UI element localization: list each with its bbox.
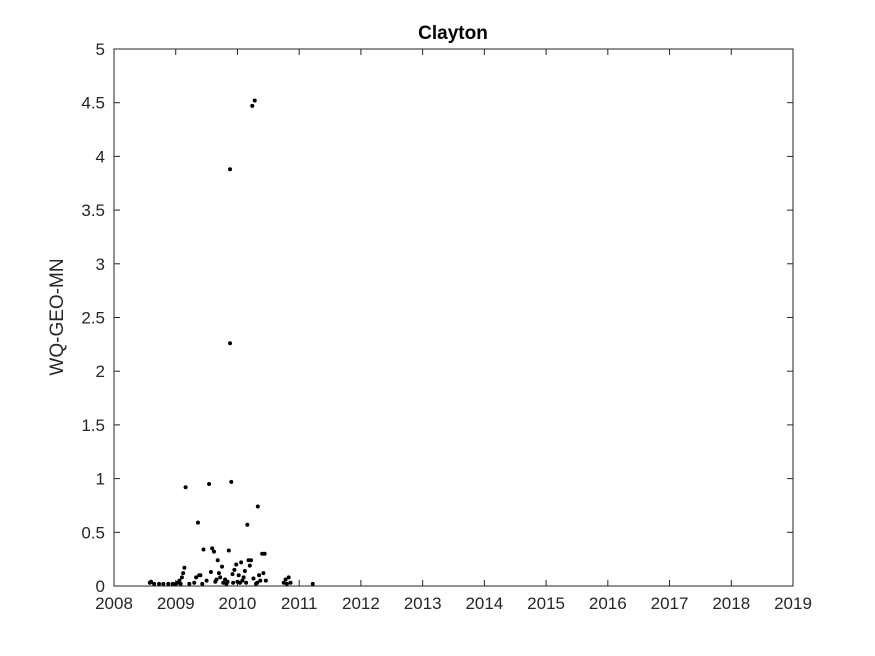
data-point — [231, 580, 236, 585]
data-point — [284, 581, 289, 586]
data-point — [236, 573, 241, 578]
y-axis-ticks: 0 0.5 1 1.5 2 2.5 3 3.5 4 4.5 5 — [81, 40, 793, 596]
data-point — [252, 98, 257, 103]
data-point — [194, 575, 199, 580]
y-tick-label: 2 — [96, 362, 105, 381]
data-point — [157, 581, 162, 586]
data-point — [251, 576, 256, 581]
data-point — [207, 481, 212, 486]
plot-area — [113, 48, 794, 587]
data-point — [228, 341, 233, 346]
x-tick-label: 2019 — [774, 594, 812, 613]
data-point — [288, 580, 293, 585]
y-axis-label: WQ-GEO-MN — [47, 258, 68, 375]
data-point — [257, 573, 262, 578]
data-point — [178, 581, 183, 586]
data-point — [221, 580, 226, 585]
data-point — [232, 567, 237, 572]
data-point — [242, 568, 247, 573]
data-point — [177, 578, 182, 583]
data-point — [187, 581, 192, 586]
data-point — [286, 575, 291, 580]
y-tick-label: 4.5 — [81, 94, 105, 113]
data-point — [210, 546, 215, 551]
data-point — [262, 551, 267, 556]
data-point — [229, 479, 234, 484]
data-point — [179, 575, 184, 580]
y-tick-label: 1 — [96, 470, 105, 489]
x-tick-label: 2011 — [281, 594, 318, 613]
data-point — [198, 573, 203, 578]
x-tick-label: 2013 — [404, 594, 442, 613]
x-tick-label: 2017 — [651, 594, 689, 613]
data-points — [147, 98, 315, 586]
x-tick-label: 2015 — [527, 594, 565, 613]
data-point — [281, 580, 286, 585]
x-tick-label: 2010 — [219, 594, 257, 613]
data-point — [241, 575, 246, 580]
data-point — [214, 577, 219, 582]
x-tick-label: 2012 — [342, 594, 380, 613]
data-point — [247, 563, 252, 568]
x-tick-label: 2018 — [712, 594, 750, 613]
data-point — [250, 103, 255, 108]
data-point — [216, 571, 221, 576]
x-axis-ticks: 2008 2009 2010 2011 2012 2013 2014 2015 2016 2017… — [95, 49, 812, 613]
x-tick-label: 2016 — [589, 594, 627, 613]
data-point — [204, 578, 209, 583]
data-point — [234, 562, 239, 567]
y-tick-label: 3.5 — [81, 201, 105, 220]
y-tick-label: 5 — [96, 40, 105, 59]
data-point — [283, 577, 288, 582]
y-tick-label: 4 — [96, 147, 105, 166]
data-point — [201, 547, 206, 552]
data-point — [208, 570, 213, 575]
x-tick-label: 2008 — [95, 594, 133, 613]
data-point — [245, 522, 250, 527]
y-tick-label: 2.5 — [81, 309, 105, 328]
data-point — [200, 581, 205, 586]
y-tick-label: 0 — [96, 577, 105, 596]
data-point — [195, 520, 200, 525]
data-point — [244, 580, 249, 585]
data-point — [249, 558, 254, 563]
data-point — [170, 581, 175, 586]
data-point — [215, 558, 220, 563]
x-tick-label: 2009 — [157, 594, 195, 613]
y-tick-label: 3 — [96, 255, 105, 274]
data-point — [192, 580, 197, 585]
data-point — [240, 578, 245, 583]
data-point — [149, 579, 154, 584]
data-point — [230, 572, 235, 577]
data-point — [220, 564, 225, 569]
data-point — [226, 548, 231, 553]
x-tick-label: 2014 — [465, 594, 503, 613]
y-tick-label: 1.5 — [81, 416, 105, 435]
chart-title: Clayton — [418, 23, 488, 44]
data-point — [255, 504, 260, 509]
data-point — [182, 565, 187, 570]
data-point — [183, 485, 188, 490]
data-point — [181, 571, 186, 576]
data-point — [310, 581, 315, 586]
data-point — [263, 578, 268, 583]
data-point — [261, 571, 266, 576]
y-tick-label: 0.5 — [81, 523, 105, 542]
data-point — [166, 581, 171, 586]
data-point — [152, 581, 157, 586]
data-point — [211, 549, 216, 554]
data-point — [239, 560, 244, 565]
data-point — [218, 575, 223, 580]
data-point — [161, 581, 166, 586]
data-point — [225, 579, 230, 584]
data-point — [255, 580, 260, 585]
data-point — [228, 167, 233, 172]
data-point — [258, 578, 263, 583]
